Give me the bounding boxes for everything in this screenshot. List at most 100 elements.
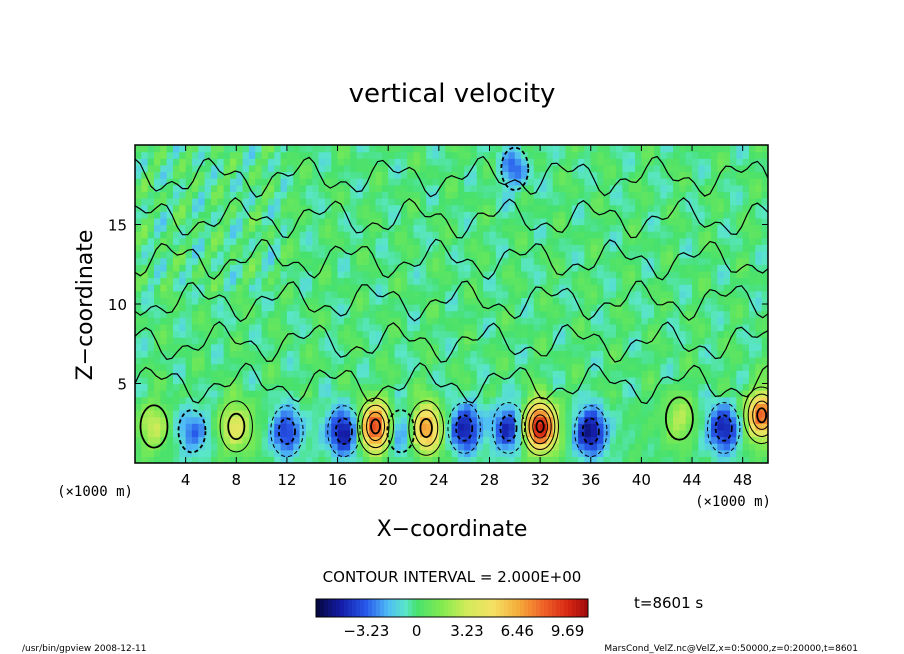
heatmap-cell: [628, 270, 636, 279]
heatmap-cell: [375, 204, 383, 212]
heatmap-cell: [350, 217, 358, 226]
heatmap-cell: [337, 237, 345, 245]
heatmap-cell: [723, 164, 731, 173]
heatmap-cell: [502, 217, 510, 226]
colorbar-cell: [396, 599, 401, 617]
heatmap-cell: [362, 323, 370, 332]
heatmap-cell: [179, 251, 187, 259]
heatmap-cell: [476, 350, 484, 358]
heatmap-cell: [223, 270, 231, 279]
heatmap-cell: [730, 145, 737, 153]
heatmap-cell: [489, 145, 497, 153]
heatmap-cell: [229, 423, 237, 431]
heatmap-cell: [704, 270, 712, 279]
heatmap-cell: [147, 317, 155, 325]
heatmap-cell: [609, 304, 617, 312]
heatmap-cell: [204, 290, 212, 298]
heatmap-cell: [153, 297, 161, 305]
heatmap-cell: [603, 284, 611, 292]
heatmap-cell: [438, 145, 446, 153]
heatmap-cell: [457, 158, 465, 166]
heatmap-cell: [407, 211, 415, 219]
heatmap-cell: [153, 310, 161, 318]
heatmap-cell: [375, 145, 383, 153]
heatmap-cell: [749, 264, 756, 272]
heatmap-cell: [723, 290, 731, 298]
heatmap-cell: [255, 443, 263, 451]
heatmap-cell: [407, 217, 415, 226]
heatmap-cell: [597, 231, 605, 239]
heatmap-cell: [730, 383, 737, 391]
heatmap-cell: [584, 443, 592, 451]
heatmap-cell: [362, 403, 370, 411]
heatmap-cell: [356, 211, 364, 219]
heatmap-cell: [635, 158, 642, 166]
heatmap-cell: [616, 270, 624, 279]
heatmap-cell: [299, 244, 307, 252]
heatmap-cell: [293, 350, 301, 358]
heatmap-cell: [375, 251, 383, 259]
heatmap-cell: [375, 290, 383, 298]
heatmap-cell: [552, 403, 560, 411]
heatmap-cell: [508, 350, 516, 358]
heatmap-cell: [413, 376, 421, 385]
heatmap-cell: [242, 317, 250, 325]
heatmap-cell: [413, 231, 421, 239]
heatmap-cell: [242, 264, 250, 272]
heatmap-cell: [565, 416, 573, 424]
heatmap-cell: [685, 403, 693, 411]
heatmap-cell: [483, 443, 491, 451]
heatmap-cell: [432, 204, 440, 212]
heatmap-cell: [394, 237, 402, 245]
heatmap-cell: [711, 297, 718, 305]
heatmap-cell: [622, 178, 630, 186]
heatmap-cell: [445, 423, 453, 431]
heatmap-cell: [274, 330, 282, 338]
heatmap-cell: [432, 244, 440, 252]
heatmap-cell: [337, 304, 345, 312]
heatmap-cell: [293, 217, 301, 226]
heatmap-cell: [749, 323, 756, 332]
heatmap-cell: [451, 251, 459, 259]
heatmap-cell: [350, 145, 358, 153]
heatmap-cell: [742, 423, 750, 431]
heatmap-cell: [274, 423, 282, 431]
heatmap-cell: [141, 178, 149, 186]
heatmap-cell: [179, 257, 187, 265]
heatmap-cell: [324, 178, 332, 186]
heatmap-cell: [476, 191, 484, 199]
heatmap-cell: [464, 436, 472, 444]
heatmap-cell: [242, 436, 250, 444]
heatmap-cell: [191, 403, 199, 411]
heatmap-cell: [445, 191, 453, 199]
heatmap-cell: [654, 211, 661, 219]
heatmap-cell: [426, 251, 434, 259]
heatmap-cell: [666, 184, 674, 192]
heatmap-cell: [571, 310, 579, 318]
heatmap-cell: [736, 343, 744, 351]
heatmap-cell: [489, 257, 497, 265]
heatmap-cell: [343, 416, 351, 424]
heatmap-cell: [413, 337, 421, 345]
heatmap-cell: [457, 204, 465, 212]
heatmap-cell: [654, 171, 661, 179]
heatmap-cell: [502, 383, 510, 391]
heatmap-cell: [172, 151, 180, 159]
heatmap-cell: [135, 396, 142, 404]
heatmap-cell: [622, 211, 630, 219]
heatmap-cell: [160, 251, 168, 259]
heatmap-cell: [369, 363, 377, 371]
heatmap-cell: [470, 251, 478, 259]
heatmap-cell: [305, 363, 313, 371]
heatmap-cell: [470, 317, 478, 325]
heatmap-cell: [660, 158, 668, 166]
heatmap-cell: [400, 363, 408, 371]
heatmap-cell: [692, 277, 699, 285]
heatmap-cell: [299, 343, 307, 351]
heatmap-cell: [179, 191, 187, 199]
heatmap-cell: [445, 284, 453, 292]
heatmap-cell: [502, 171, 510, 179]
heatmap-cell: [628, 396, 636, 404]
heatmap-cell: [578, 363, 586, 371]
heatmap-cell: [318, 178, 326, 186]
